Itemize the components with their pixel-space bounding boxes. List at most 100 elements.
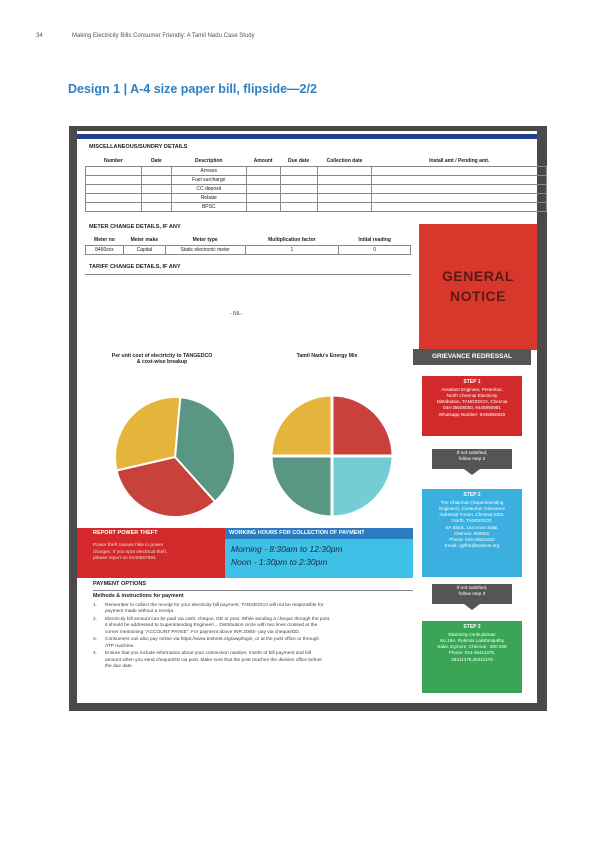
meter-no: 8460xxx xyxy=(85,244,124,255)
working-hours-heading: WORKING HOURS FOR COLLECTION OF PAYMENT xyxy=(225,528,413,539)
bill-paper: MISCELLANEOUS/SUNDRY DETAILS Number Date… xyxy=(77,131,547,703)
step-3-line: Electricity Ombudsman xyxy=(448,631,496,637)
theft-line: please report on 9445857591. xyxy=(93,556,158,562)
grievance-heading: GRIEVANCE REDRESSAL xyxy=(413,349,531,365)
list-item-number: 1. xyxy=(93,603,98,608)
step-1-line: Distribution, TANGEDCO, Chennai xyxy=(436,399,508,405)
col-amount: Amount xyxy=(246,157,281,167)
list-item-line: corner mentioning "ACCOUNT PAYEE". For p… xyxy=(105,629,301,635)
list-item: 3. Consumers can also pay online via htt… xyxy=(93,637,409,650)
step-1-line: 044-25508050, 9445850981 xyxy=(443,405,501,411)
step-2-line: redressal Forum, Chennai EDS, xyxy=(439,512,505,518)
design-title: Design 1 | A-4 size paper bill, flipside… xyxy=(68,82,317,96)
step-2-title: STEP 2 xyxy=(463,492,481,498)
misc-row-desc: CC deposit xyxy=(170,183,247,194)
list-item-number: 2. xyxy=(93,616,98,622)
chart-right-title: Tamil Nadu's Energy Mix xyxy=(296,353,358,359)
step-2-line: SA Block, 144 Anna Salai, xyxy=(445,524,499,530)
misc-row-desc: BPSC xyxy=(170,201,247,212)
pie-slice xyxy=(115,455,217,518)
step-3-line: Phone: 044-28411376, xyxy=(448,650,496,656)
step-1-line: North Chennai Electricity xyxy=(446,392,498,398)
meter-table: Meter no Meter make Meter type Multiplic… xyxy=(85,236,411,255)
pie-slice xyxy=(114,396,182,472)
step-1-line: Whatsapp Number: 9445850829 xyxy=(438,411,506,417)
col-due-date: Due date xyxy=(280,157,318,167)
general-notice: GENERAL NOTICE xyxy=(419,224,537,350)
payment-heading: PAYMENT OPTIONS xyxy=(93,581,147,587)
list-item-line: Electricity bill amount can be paid via … xyxy=(105,616,331,622)
chart-left-title-line1: Per unit cost of electricity to TANGEDCO xyxy=(111,353,213,359)
not-satisfied-line: follow step 2 xyxy=(458,456,486,462)
col-collection-date: Collection date xyxy=(317,157,372,167)
working-hours-morning: Morning - 8:30am to 12:30pm xyxy=(231,544,343,554)
bill-sheet: MISCELLANEOUS/SUNDRY DETAILS Number Date… xyxy=(69,126,547,711)
theft-line: charges. If you spot electrical theft, xyxy=(93,549,168,555)
list-item-line: Remember to collect the receipt for your… xyxy=(105,603,324,608)
theft-line: Power theft causes hike in power xyxy=(93,543,164,548)
table-row: BPSC xyxy=(85,201,547,212)
not-satisfied-line: If not satisfied, xyxy=(456,586,488,591)
step-2-line: Email: cgrfhn@tnebnet.org xyxy=(444,543,500,549)
payment-subheading: Methods & instructions for payment xyxy=(93,593,184,599)
col-meter-make: Meter make xyxy=(123,236,166,246)
energy-mix-pie-chart xyxy=(269,393,395,519)
col-meter-no: Meter no xyxy=(85,236,124,246)
meter-type: Static electronic meter xyxy=(164,244,246,255)
top-bar xyxy=(77,134,537,139)
chart-left-title: Per unit cost of electricity to TANGEDCO… xyxy=(97,353,227,365)
step-3-title: STEP 3 xyxy=(463,624,481,630)
payment-instructions: 1. Remember to collect the receipt for y… xyxy=(93,603,409,672)
table-row: 8460xxx Capital Static electronic meter … xyxy=(85,244,411,255)
multiplication-factor: 1 xyxy=(244,244,340,255)
list-item-line: Consumers can also pay online via https:… xyxy=(105,637,320,643)
col-initial-reading: Initial reading xyxy=(338,236,411,246)
not-satisfied-line: follow step 3 xyxy=(458,591,486,597)
misc-row-desc: Rebate xyxy=(170,192,247,203)
cost-breakup-pie-chart xyxy=(114,396,236,518)
step-2-line: Chennai- 600002, xyxy=(453,530,491,536)
list-item-line: Ensure that you include information abou… xyxy=(105,651,311,657)
list-item: 2. Electricity bill amount can be paid v… xyxy=(93,617,409,636)
col-install-amt: Install amt / Pending amt. xyxy=(371,157,547,167)
meter-header-row: Meter no Meter make Meter type Multiplic… xyxy=(85,236,411,246)
step-3-line: No.19A, Rukmini Lakshmipathy xyxy=(439,637,505,643)
table-row: CC deposit xyxy=(85,183,547,194)
not-satisfied-line: If not satisfied, xyxy=(456,451,488,456)
step-2-line: Engineer), Consumer Grievance xyxy=(439,505,505,511)
theft-heading: REPORT POWER THEFT xyxy=(77,528,225,539)
general-notice-line1: GENERAL xyxy=(442,268,514,285)
working-hours-body: Morning - 8:30am to 12:30pm Noon - 1:30p… xyxy=(225,539,413,578)
pie-slice xyxy=(330,393,395,458)
general-notice-line2: NOTICE xyxy=(450,288,506,304)
meter-heading: METER CHANGE DETAILS, IF ANY xyxy=(89,224,181,230)
tariff-heading: TARIFF CHANGE DETAILS, IF ANY xyxy=(89,264,181,270)
chart-left-title-line2: & cost-wise breakup xyxy=(136,359,188,365)
misc-row-desc: Fuel surcharge xyxy=(170,174,247,185)
list-item: 1. Remember to collect the receipt for y… xyxy=(93,603,409,616)
working-hours-noon: Noon - 1:30pm to 2:30pm xyxy=(231,556,328,567)
col-multiplication-factor: Multiplication factor xyxy=(245,236,339,246)
not-satisfied-arrow-2: If not satisfied, follow step 3 xyxy=(432,584,512,610)
step-3-line: 28411378,28411379 xyxy=(451,656,493,662)
meter-make: Capital xyxy=(122,244,166,255)
list-item-line: ATP machine. xyxy=(105,643,135,649)
list-item-line: payment made without a receipt. xyxy=(105,609,175,615)
tariff-nil: - NIL- xyxy=(230,311,243,317)
list-item-line: amount when you send cheque/DD via post.… xyxy=(105,657,322,663)
step-2-line: Phone: 044-28521833 xyxy=(449,536,495,542)
grievance-step-3: STEP 3 Electricity Ombudsman No.19A, Ruk… xyxy=(422,621,522,693)
list-item-number: 4. xyxy=(93,651,98,657)
table-row: Fuel surcharge xyxy=(85,174,547,185)
col-description: Description xyxy=(171,157,247,167)
running-header: Making Electricity Bills Consumer Friend… xyxy=(72,33,255,39)
misc-row-desc: Arrears xyxy=(170,165,247,176)
misc-heading: MISCELLANEOUS/SUNDRY DETAILS xyxy=(89,144,188,150)
list-item: 4. Ensure that you include information a… xyxy=(93,651,409,670)
step-1-line: Assistant Engineer, Perambur, xyxy=(441,386,503,392)
not-satisfied-arrow-1: If not satisfied, follow step 2 xyxy=(432,449,512,475)
step-2-line: The Chairman (Superintending xyxy=(440,499,504,505)
pie-slice xyxy=(173,396,236,504)
payment-divider xyxy=(93,590,413,591)
misc-table: Number Date Description Amount Due date … xyxy=(85,157,547,212)
